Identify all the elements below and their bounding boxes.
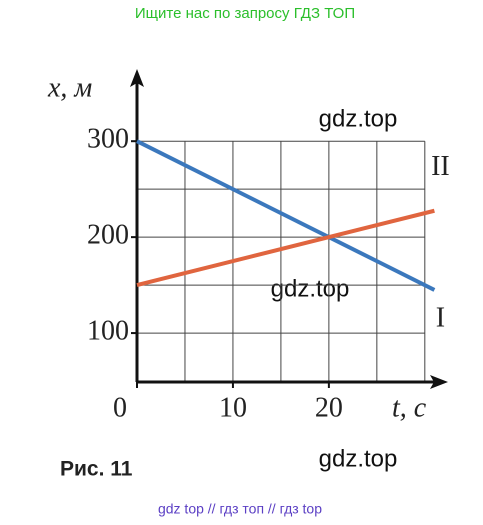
header: Ищите нас по запросу ГДЗ ТОП — [135, 5, 355, 22]
x-axis-arrow — [430, 375, 448, 389]
caption: Рис. 11 — [60, 458, 133, 481]
x-axis-label: t, с — [392, 392, 427, 423]
y-axis-arrow — [130, 69, 144, 87]
y-tick-label: 100 — [87, 315, 129, 346]
series-label: II — [431, 151, 450, 182]
footer: gdz top // гдз топ // гдз top — [158, 501, 322, 517]
series-label: I — [436, 302, 445, 333]
y-tick-label: 300 — [87, 124, 129, 155]
x-tick-label: 10 — [219, 392, 247, 423]
watermark: gdz.top — [319, 445, 398, 472]
y-tick-label: 200 — [87, 220, 129, 251]
watermark: gdz.top — [271, 275, 350, 302]
x-tick-label: 20 — [315, 392, 343, 423]
watermark: gdz.top — [319, 105, 398, 132]
x-tick-label: 0 — [113, 392, 127, 423]
series-line — [136, 208, 435, 288]
y-axis-label: x, м — [47, 72, 92, 103]
series-line — [136, 139, 436, 292]
